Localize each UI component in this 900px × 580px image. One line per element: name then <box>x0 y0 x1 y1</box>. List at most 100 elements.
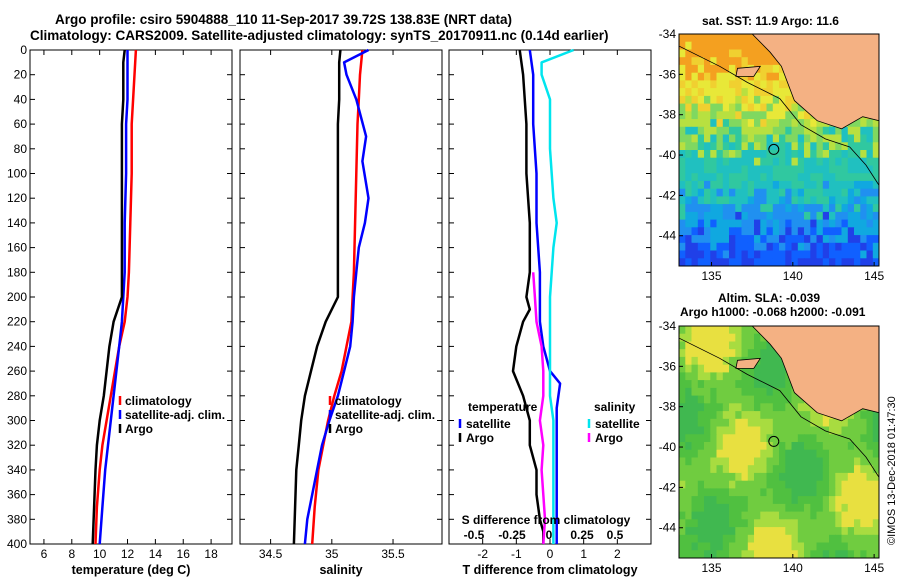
difference-secondary-xtick-label: 0 <box>546 528 553 542</box>
sla-map-cell <box>754 457 761 466</box>
sst-map-cell <box>791 165 799 174</box>
sst-map-cell <box>747 173 755 182</box>
sla-map-cell <box>854 457 861 466</box>
sla-map-cell <box>829 503 836 513</box>
sla-map-cell <box>685 426 693 435</box>
sst-map-cell <box>772 57 780 66</box>
sla-map-cell <box>860 480 868 489</box>
sst-map-cell <box>722 49 730 58</box>
sla-map-cell <box>747 380 755 389</box>
sla-map-cell <box>697 333 705 342</box>
sla-map-cell <box>829 449 836 458</box>
sst-map-cell <box>791 180 799 190</box>
sla-map-cell <box>829 434 836 443</box>
sla-map-cell <box>735 387 743 397</box>
sla-map-cell <box>722 364 730 373</box>
sla-map-cell <box>747 472 755 482</box>
sst-map-cell <box>816 204 824 213</box>
sst-map-cell <box>835 188 843 197</box>
sla-map-cell <box>735 434 743 443</box>
sla-map-cell <box>741 503 749 513</box>
sla-map-land <box>679 326 879 422</box>
sst-map-cell <box>691 227 699 236</box>
sla-map-cell <box>779 418 786 428</box>
sla-map-cell <box>704 488 711 497</box>
sla-map-cell <box>716 472 724 482</box>
sst-map-cell <box>766 165 774 174</box>
sla-map-cell <box>785 527 793 536</box>
sla-map-title-line2: Argo h1000: -0.068 h2000: -0.091 <box>680 305 866 319</box>
sst-map-cell <box>835 180 843 190</box>
sst-map-cell <box>704 126 711 136</box>
sla-map-cell <box>847 511 855 520</box>
sst-map-cell <box>722 165 730 174</box>
sst-map-cell <box>779 134 786 143</box>
sla-map-cell <box>722 488 730 497</box>
sst-map-cell <box>810 250 818 259</box>
sla-map-cell <box>685 403 693 412</box>
sla-map-cell <box>716 364 724 373</box>
sla-map-cell <box>854 418 861 428</box>
sst-map-cell <box>704 80 711 89</box>
sla-map-cell <box>704 511 711 520</box>
sst-map-cell <box>685 64 693 74</box>
sst-map-cell <box>697 211 705 221</box>
sla-map-cell <box>729 380 736 389</box>
sst-map-cell <box>866 204 874 213</box>
sla-map-cell <box>835 480 843 489</box>
sst-map-cell <box>710 134 718 143</box>
sla-map-cell <box>747 434 755 443</box>
sla-map-cell <box>741 550 749 558</box>
sla-map-cell <box>716 519 724 528</box>
sla-map-cell <box>860 527 868 536</box>
sst-map-cell <box>691 103 699 112</box>
sla-map-cell <box>747 488 755 497</box>
sla-map-cell <box>816 442 824 451</box>
sst-map-cell <box>760 157 768 166</box>
sla-map-cell <box>729 411 736 420</box>
figure-title-line1: Argo profile: csiro 5904888_110 11-Sep-2… <box>55 12 512 27</box>
sla-map-cell <box>691 380 699 389</box>
sst-map-cell <box>716 57 724 66</box>
sla-map-cell <box>766 496 774 505</box>
sst-map-cell <box>679 196 686 205</box>
sst-map-cell <box>747 34 755 43</box>
sst-map-cell <box>741 173 749 182</box>
sla-map-cell <box>785 426 793 435</box>
sla-map-cell <box>816 472 824 482</box>
sst-map-cell <box>822 134 830 143</box>
sla-map-cell <box>872 534 879 544</box>
sst-map-cell <box>766 227 774 236</box>
sst-map-cell <box>697 204 705 213</box>
sla-map-cell <box>729 333 736 342</box>
sst-map-cell <box>816 235 824 244</box>
sla-map-cell <box>735 550 743 558</box>
sst-map-cell <box>822 250 830 259</box>
sla-map-cell <box>685 333 693 342</box>
sst-map-cell <box>835 204 843 213</box>
sla-map-cell <box>747 527 755 536</box>
sst-map-cell <box>866 119 874 128</box>
sla-map-cell <box>791 503 799 513</box>
sla-map-cell <box>847 542 855 551</box>
difference-xtick-label: 0 <box>547 547 554 561</box>
sla-map-cell <box>716 326 724 335</box>
sst-map-cell <box>697 95 705 105</box>
sst-map-cell <box>829 196 836 205</box>
sst-map-cell <box>804 204 811 213</box>
sst-map-cell <box>822 227 830 236</box>
sst-map-cell <box>679 72 686 81</box>
sst-map-cell <box>847 242 855 252</box>
sst-map-cell <box>704 165 711 174</box>
sla-map-cell <box>822 503 830 513</box>
sst-map-cell <box>704 250 711 259</box>
sla-map-cell <box>685 542 693 551</box>
sla-map-cell <box>810 449 818 458</box>
sst-map-cell <box>735 57 743 66</box>
sla-map-cell <box>729 364 736 373</box>
difference-series-temperature-argo <box>511 49 545 544</box>
sla-map-cell <box>735 496 743 505</box>
sla-map-profile-location-marker <box>768 435 780 447</box>
sla-map-cell <box>779 542 786 551</box>
sla-map-cell <box>872 411 879 420</box>
